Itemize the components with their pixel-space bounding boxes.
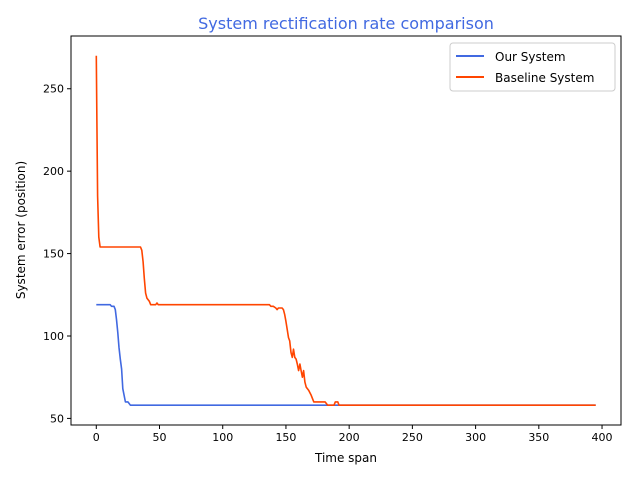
y-tick-label: 150 (43, 248, 64, 261)
series-line-baseline-system (95, 55, 596, 407)
chart-title: System rectification rate comparison (198, 14, 494, 33)
x-tick-label: 100 (212, 431, 233, 444)
x-tick-label: 200 (339, 431, 360, 444)
x-tick-label: 350 (528, 431, 549, 444)
x-tick-label: 50 (153, 431, 167, 444)
y-axis-label: System error (position) (14, 161, 28, 299)
y-tick-label: 100 (43, 330, 64, 343)
y-tick-label: 200 (43, 165, 64, 178)
y-tick-label: 250 (43, 83, 64, 96)
legend-frame (449, 42, 616, 92)
x-tick-label: 250 (402, 431, 423, 444)
x-tick-label: 400 (592, 431, 613, 444)
legend: Our System Baseline System (449, 42, 616, 92)
x-tick-label: 150 (275, 431, 296, 444)
x-axis-label: Time span (314, 451, 377, 465)
y-tick-label: 50 (50, 412, 64, 425)
legend-label-baseline-system: Baseline System (495, 71, 594, 85)
legend-label-our-system: Our System (495, 50, 566, 64)
plot-frame (70, 35, 622, 426)
x-tick-label: 300 (465, 431, 486, 444)
x-tick-label: 0 (93, 431, 100, 444)
